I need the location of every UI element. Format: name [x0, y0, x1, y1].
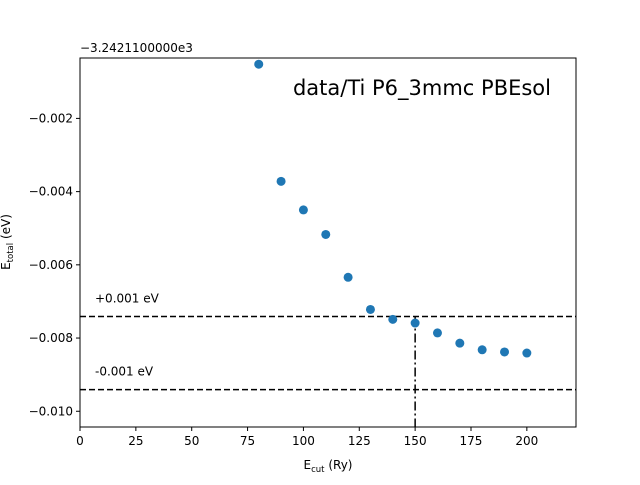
- y-tick-label: −0.010: [29, 404, 73, 418]
- chart-title: data/Ti P6_3mmc PBEsol: [293, 76, 551, 101]
- y-axis-label-sub: total: [6, 243, 16, 262]
- x-tick-label: 200: [515, 434, 538, 448]
- reference-lines: [80, 315, 576, 427]
- data-point: [321, 229, 331, 239]
- threshold-label: +0.001 eV: [95, 291, 160, 305]
- data-point: [522, 348, 532, 358]
- x-tick-label: 0: [76, 434, 84, 448]
- data-point: [410, 318, 420, 328]
- x-tick-label: 100: [292, 434, 315, 448]
- y-axis-label-main: E: [0, 262, 13, 270]
- data-point: [343, 272, 353, 282]
- y-tick-label: −0.006: [29, 258, 73, 272]
- y-axis-label-unit: (eV): [0, 214, 13, 243]
- axes-frame: [79, 57, 577, 428]
- data-point: [298, 205, 308, 215]
- x-tick-label: 175: [460, 434, 483, 448]
- x-axis-label-unit: (Ry): [325, 458, 353, 472]
- annotations: +0.001 eV -0.001 eV: [95, 291, 160, 378]
- y-axis-label: Etotal (eV): [0, 214, 16, 270]
- x-tick-label: 125: [348, 434, 371, 448]
- y-tick-label: −0.004: [29, 185, 73, 199]
- y-axis-ticks: −0.010 −0.008 −0.006 −0.004 −0.002: [29, 111, 80, 418]
- data-point: [276, 176, 286, 186]
- x-tick-label: 150: [404, 434, 427, 448]
- x-axis-ticks: 0 25 50 75 100 125 150 175 200: [76, 427, 538, 448]
- threshold-label: -0.001 eV: [95, 365, 154, 379]
- data-point: [477, 345, 487, 355]
- data-point: [254, 59, 264, 69]
- y-offset-label: −3.2421100000e3: [80, 41, 193, 55]
- x-tick-label: 50: [184, 434, 199, 448]
- x-axis-label-sub: cut: [311, 465, 325, 475]
- data-point: [365, 304, 375, 314]
- data-point: [388, 314, 398, 324]
- x-axis-label-main: E: [304, 458, 312, 472]
- y-tick-label: −0.008: [29, 331, 73, 345]
- x-axis-label: Ecut (Ry): [304, 458, 353, 475]
- data-point: [500, 347, 510, 357]
- data-point: [455, 338, 465, 348]
- data-point: [432, 328, 442, 338]
- x-tick-label: 25: [128, 434, 143, 448]
- x-tick-label: 75: [240, 434, 255, 448]
- y-tick-label: −0.002: [29, 111, 73, 125]
- plot-area: [80, 59, 576, 427]
- data-points: [254, 59, 532, 358]
